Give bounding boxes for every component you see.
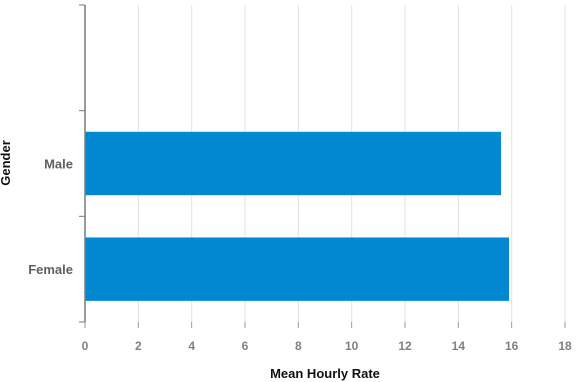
x-tick-label: 2 <box>135 339 142 353</box>
x-tick-label: 8 <box>295 339 302 353</box>
bar <box>85 131 501 196</box>
x-tick-label: 14 <box>452 339 466 353</box>
x-tick-label: 12 <box>398 339 412 353</box>
axes <box>79 4 566 328</box>
x-tick-label: 4 <box>188 339 195 353</box>
y-axis-title: Gender <box>0 140 13 186</box>
x-tick-label: 0 <box>82 339 89 353</box>
y-category-label: Female <box>28 262 73 277</box>
x-tick-labels: 0 2 4 6 8 10 12 14 16 18 <box>82 339 572 353</box>
y-category-labels: Male Female <box>28 157 73 278</box>
bars <box>85 131 509 301</box>
y-category-label: Male <box>44 157 73 172</box>
bar <box>85 237 509 301</box>
x-tick-label: 6 <box>242 339 249 353</box>
x-axis-title: Mean Hourly Rate <box>270 366 380 381</box>
x-tick-label: 16 <box>505 339 519 353</box>
x-tick-label: 10 <box>345 339 359 353</box>
x-tick-label: 18 <box>558 339 572 353</box>
